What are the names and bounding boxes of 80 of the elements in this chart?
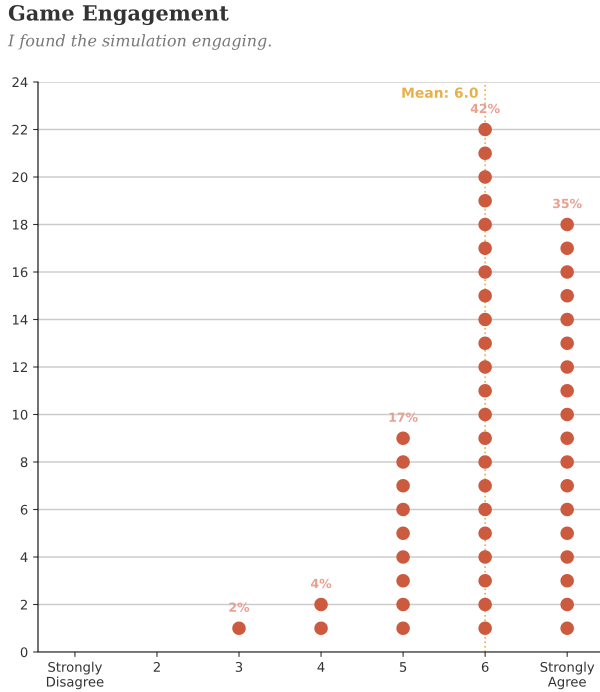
chart-subtitle: I found the simulation engaging.	[8, 34, 271, 50]
y-tick-label: 6	[20, 504, 28, 515]
point	[560, 455, 574, 469]
chart-title: Game Engagement	[8, 4, 229, 26]
point	[560, 336, 574, 350]
point	[560, 360, 574, 374]
y-tick-label: 22	[12, 124, 27, 135]
y-tick-label: 10	[12, 410, 28, 420]
point	[560, 478, 574, 493]
point	[478, 408, 492, 422]
point	[478, 384, 492, 398]
point	[478, 146, 492, 160]
x-tick-label: Strongly Disagree	[46, 662, 104, 690]
point	[560, 384, 574, 398]
point	[560, 502, 574, 516]
point	[478, 598, 492, 612]
point	[478, 170, 492, 184]
point	[478, 621, 492, 636]
y-tick-label: 0	[20, 647, 28, 658]
point	[560, 241, 574, 256]
y-tick-label: 2	[20, 600, 27, 610]
point	[478, 526, 492, 540]
point	[478, 241, 492, 256]
point	[396, 621, 410, 636]
point	[478, 122, 492, 136]
point	[314, 621, 328, 636]
x-tick-label: Strongly Agree	[540, 662, 594, 690]
annotation: 17%	[390, 412, 418, 422]
point	[560, 408, 574, 422]
point	[396, 502, 410, 516]
point	[396, 455, 410, 469]
y-tick-label: 4	[20, 552, 28, 562]
point	[560, 218, 574, 232]
point	[560, 526, 574, 540]
point	[560, 265, 574, 279]
point	[396, 550, 410, 564]
annotation: 4%	[311, 578, 332, 588]
point	[232, 621, 246, 636]
point	[396, 478, 410, 493]
y-tick-label: 8	[20, 457, 28, 468]
point	[478, 336, 492, 350]
point	[396, 526, 410, 540]
x-tick-label: 6	[482, 662, 489, 672]
y-tick-label: 18	[12, 220, 28, 230]
point	[478, 431, 492, 446]
point	[560, 288, 574, 303]
x-tick-label: 2	[154, 662, 160, 672]
point	[478, 550, 492, 564]
y-tick-label: 14	[12, 314, 28, 325]
point	[560, 550, 574, 564]
annotation: 35%	[553, 198, 582, 208]
ref-line-label: Mean: 6.0	[402, 87, 478, 98]
y-tick-label: 16	[12, 267, 28, 278]
point	[314, 598, 328, 612]
annotation: 2%	[229, 602, 250, 612]
point	[560, 312, 574, 326]
point	[478, 502, 492, 516]
annotation: 42%	[470, 104, 500, 114]
point	[478, 455, 492, 469]
point	[396, 598, 410, 612]
point	[478, 360, 492, 374]
point	[478, 574, 492, 588]
point	[478, 288, 492, 303]
point	[560, 621, 574, 636]
x-tick-label: 5	[400, 662, 406, 672]
point	[478, 478, 492, 493]
point	[478, 265, 492, 279]
point	[478, 218, 492, 232]
point	[560, 574, 574, 588]
y-tick-label: 20	[12, 172, 28, 182]
point	[396, 574, 410, 588]
x-tick-label: 3	[236, 662, 242, 672]
point	[560, 431, 574, 446]
y-tick-label: 12	[12, 362, 27, 372]
point	[478, 194, 492, 208]
point	[396, 431, 410, 446]
point	[560, 598, 574, 612]
point	[478, 312, 492, 326]
x-tick-label: 4	[318, 662, 325, 672]
y-tick-label: 24	[12, 77, 28, 88]
